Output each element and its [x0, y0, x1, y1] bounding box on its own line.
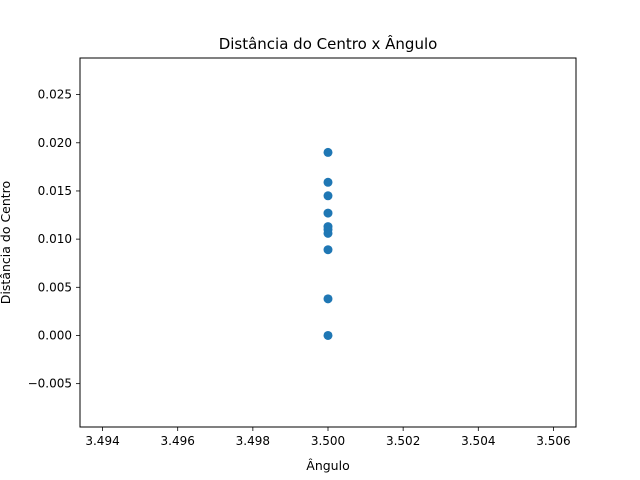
y-tick-label: 0.020 [38, 136, 72, 150]
x-tick-label: 3.494 [85, 434, 119, 448]
y-tick-label: 0.025 [38, 88, 72, 102]
x-tick-label: 3.500 [311, 434, 345, 448]
data-point [323, 177, 333, 187]
x-tick-label: 3.506 [536, 434, 570, 448]
x-axis-ticks: 3.494 3.496 3.498 3.500 3.502 3.504 3.506 [85, 427, 571, 448]
data-point [323, 208, 333, 218]
x-tick-label: 3.502 [386, 434, 420, 448]
data-point [323, 147, 333, 157]
data-point [323, 228, 333, 238]
data-point [323, 294, 333, 304]
y-tick-label: 0.000 [38, 328, 72, 342]
x-tick-label: 3.504 [461, 434, 495, 448]
plot-frame [79, 57, 577, 428]
y-axis-ticks: −0.005 0.000 0.005 0.010 0.015 0.020 0.025 [28, 88, 80, 391]
x-tick-label: 3.498 [236, 434, 270, 448]
y-tick-label: 0.010 [38, 232, 72, 246]
data-point [323, 191, 333, 201]
y-axis-label: Distância do Centro [0, 181, 13, 304]
x-axis-label: Ângulo [306, 458, 349, 473]
y-tick-label: 0.005 [38, 280, 72, 294]
x-tick-label: 3.496 [161, 434, 195, 448]
chart-title: Distância do Centro x Ângulo [219, 34, 438, 53]
data-points [323, 147, 333, 340]
data-point [323, 245, 333, 255]
y-tick-label: −0.005 [28, 377, 72, 391]
data-point [323, 330, 333, 340]
y-tick-label: 0.015 [38, 184, 72, 198]
